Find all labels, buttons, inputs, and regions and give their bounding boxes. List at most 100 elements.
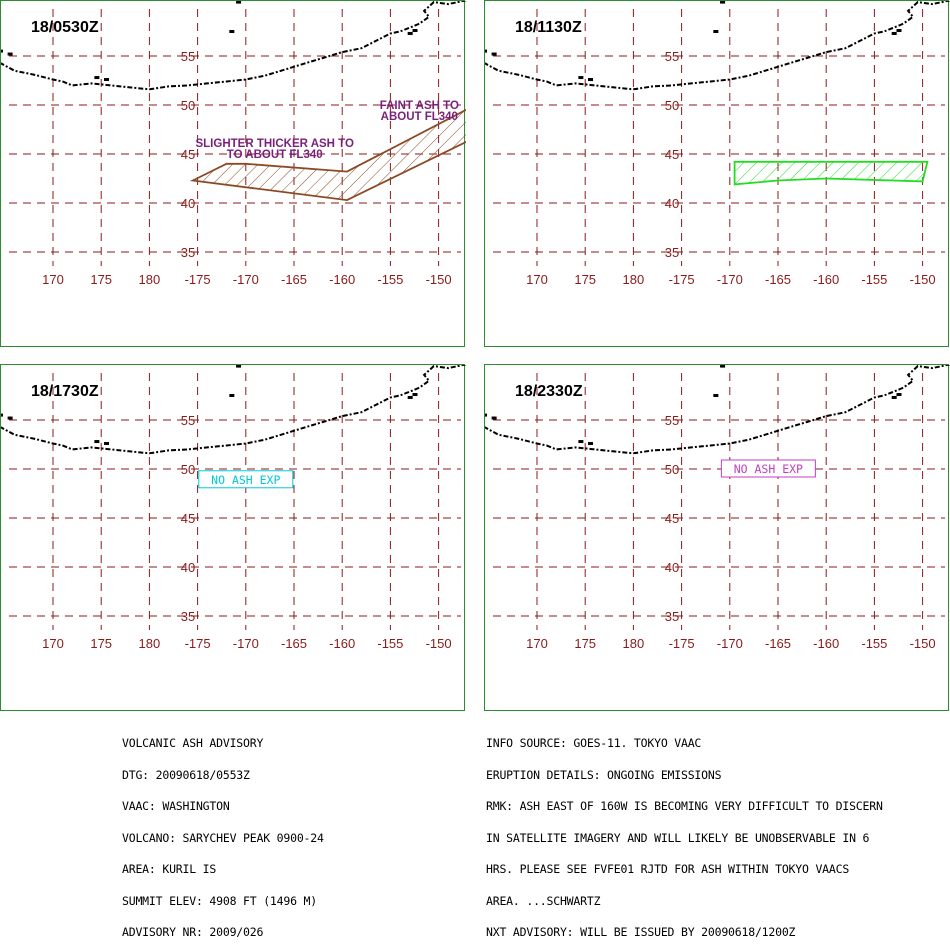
advisory-line: ADVISORY NR: 2009/026 xyxy=(122,925,264,939)
island-marker xyxy=(104,78,110,82)
lon-tick-label: 175 xyxy=(90,272,112,287)
lon-tick-label: 175 xyxy=(90,636,112,651)
advisory-line: DTG: 20090618/0553Z xyxy=(122,767,250,782)
lat-tick-label: 40 xyxy=(181,560,195,575)
lon-tick-label: -155 xyxy=(377,272,403,287)
advisory-line: NXT ADVISORY: WILL BE ISSUED BY 20090618… xyxy=(486,925,796,939)
island-marker xyxy=(588,442,594,446)
island-marker xyxy=(412,29,418,33)
lon-tick-label: -175 xyxy=(669,272,695,287)
ash-label: TO ABOUT FL340 xyxy=(227,149,323,161)
island-marker xyxy=(407,395,413,399)
island-marker xyxy=(720,365,726,368)
island-marker xyxy=(713,394,719,397)
lon-tick-label: 170 xyxy=(526,636,548,651)
lon-tick-label: -165 xyxy=(765,636,791,651)
lat-tick-label: 50 xyxy=(665,462,679,477)
lat-tick-label: 50 xyxy=(181,98,195,113)
lon-tick-label: 170 xyxy=(42,636,64,651)
advisory-left: VOLCANIC ASH ADVISORY DTG: 20090618/0553… xyxy=(122,717,324,948)
map-1: 170 175 180 -175 -170 -165 -160 -155 -150 55 50 45 4… xyxy=(1,1,466,287)
island-marker xyxy=(7,52,13,56)
lat-tick-label: 35 xyxy=(181,609,195,624)
advisory-right: INFO SOURCE: GOES-11. TOKYO VAAC ERUPTIO… xyxy=(486,717,883,948)
island-marker xyxy=(407,31,413,35)
lat-tick-label: 35 xyxy=(665,609,679,624)
lat-tick-label: 40 xyxy=(181,196,195,211)
lat-tick-label: 40 xyxy=(665,196,679,211)
lon-tick-label: -170 xyxy=(233,272,259,287)
advisory-line: INFO SOURCE: GOES-11. TOKYO VAAC xyxy=(486,736,702,750)
ash-area-polygon xyxy=(189,108,466,202)
map-2: 170 175 180 -175 -170 -165 -160 -155 -150 55 50 45 4… xyxy=(485,1,950,287)
advisory-line: HRS. PLEASE SEE FVFE01 RJTD FOR ASH WITH… xyxy=(486,862,850,876)
island-marker xyxy=(578,440,584,444)
ash-label: ABOUT FL340 xyxy=(381,111,458,123)
lon-tick-label: -150 xyxy=(910,636,936,651)
lat-tick-label: 45 xyxy=(181,147,195,162)
panel-1: 170 175 180 -175 -170 -165 -160 -155 -150 55 50 45 4… xyxy=(0,0,466,347)
lon-tick-label: -155 xyxy=(861,636,887,651)
lon-tick-label: 170 xyxy=(526,272,548,287)
island-marker xyxy=(7,416,13,420)
panel-time-4: 18/2330Z xyxy=(515,383,583,400)
advisory-line: VOLCANIC ASH ADVISORY xyxy=(122,736,264,750)
panel-2: 170 175 180 -175 -170 -165 -160 -155 -150 55 50 45 4… xyxy=(484,0,950,347)
island-marker xyxy=(94,76,100,80)
lat-tick-label: 55 xyxy=(181,49,195,64)
island-marker xyxy=(485,413,487,417)
lat-tick-label: 45 xyxy=(665,511,679,526)
panel-3: 170 175 180 -175 -170 -165 -160 -155 -150 55 50 45 4… xyxy=(0,364,466,711)
island-marker xyxy=(720,1,726,4)
lat-tick-label: 55 xyxy=(665,49,679,64)
lon-tick-label: 180 xyxy=(139,272,161,287)
lon-tick-label: 170 xyxy=(42,272,64,287)
lat-tick-label: 45 xyxy=(181,511,195,526)
panel-time-2: 18/1130Z xyxy=(515,19,582,36)
no-ash-box xyxy=(720,459,816,478)
island-marker xyxy=(896,29,902,33)
advisory-line: AREA. ...SCHWARTZ xyxy=(486,893,601,908)
lat-tick-label: 50 xyxy=(181,462,195,477)
island-marker xyxy=(229,394,235,397)
lon-tick-label: -160 xyxy=(329,636,355,651)
lat-tick-label: 50 xyxy=(665,98,679,113)
lon-tick-label: -160 xyxy=(813,272,839,287)
lon-tick-label: -175 xyxy=(185,636,211,651)
island-marker xyxy=(896,393,902,397)
panel-time-1: 18/0530Z xyxy=(31,19,99,36)
lat-tick-label: 55 xyxy=(665,413,679,428)
no-ash-text: NO ASH EXP xyxy=(211,473,280,487)
advisory-line: VOLCANO: SARYCHEV PEAK 0900-24 xyxy=(122,830,324,845)
lat-tick-label: 45 xyxy=(665,147,679,162)
island-marker xyxy=(891,31,897,35)
island-marker xyxy=(891,395,897,399)
ash-label: SLIGHTER THICKER ASH TO xyxy=(195,138,354,150)
island-marker xyxy=(104,442,110,446)
coastline-aleutians xyxy=(1,365,466,455)
island-marker xyxy=(578,76,584,80)
panel-4: 170 175 180 -175 -170 -165 -160 -155 -150 55 50 45 4… xyxy=(484,364,950,711)
lon-tick-label: -155 xyxy=(377,636,403,651)
island-marker xyxy=(491,52,497,56)
island-marker xyxy=(236,1,242,4)
island-marker xyxy=(1,49,3,53)
lon-tick-label: -170 xyxy=(717,636,743,651)
no-ash-box xyxy=(198,470,294,489)
lat-tick-label: 55 xyxy=(181,413,195,428)
lat-tick-label: 40 xyxy=(665,560,679,575)
lon-tick-label: 180 xyxy=(139,636,161,651)
lon-tick-label: 180 xyxy=(623,272,645,287)
lon-tick-label: -165 xyxy=(765,272,791,287)
lon-tick-label: -170 xyxy=(717,272,743,287)
coastline-aleutians xyxy=(1,1,466,91)
advisory-line: RMK: ASH EAST OF 160W IS BECOMING VERY D… xyxy=(486,799,883,813)
advisory-line: SUMMIT ELEV: 4908 FT (1496 M) xyxy=(122,893,317,908)
map-4: 170 175 180 -175 -170 -165 -160 -155 -150 55 50 45 4… xyxy=(485,365,950,651)
advisory-line: VAAC: WASHINGTON xyxy=(122,799,230,813)
lon-tick-label: 175 xyxy=(574,636,596,651)
island-marker xyxy=(94,440,100,444)
advisory-line: IN SATELLITE IMAGERY AND WILL LIKELY BE … xyxy=(486,830,870,845)
lat-tick-label: 35 xyxy=(665,245,679,260)
lon-tick-label: -165 xyxy=(281,272,307,287)
